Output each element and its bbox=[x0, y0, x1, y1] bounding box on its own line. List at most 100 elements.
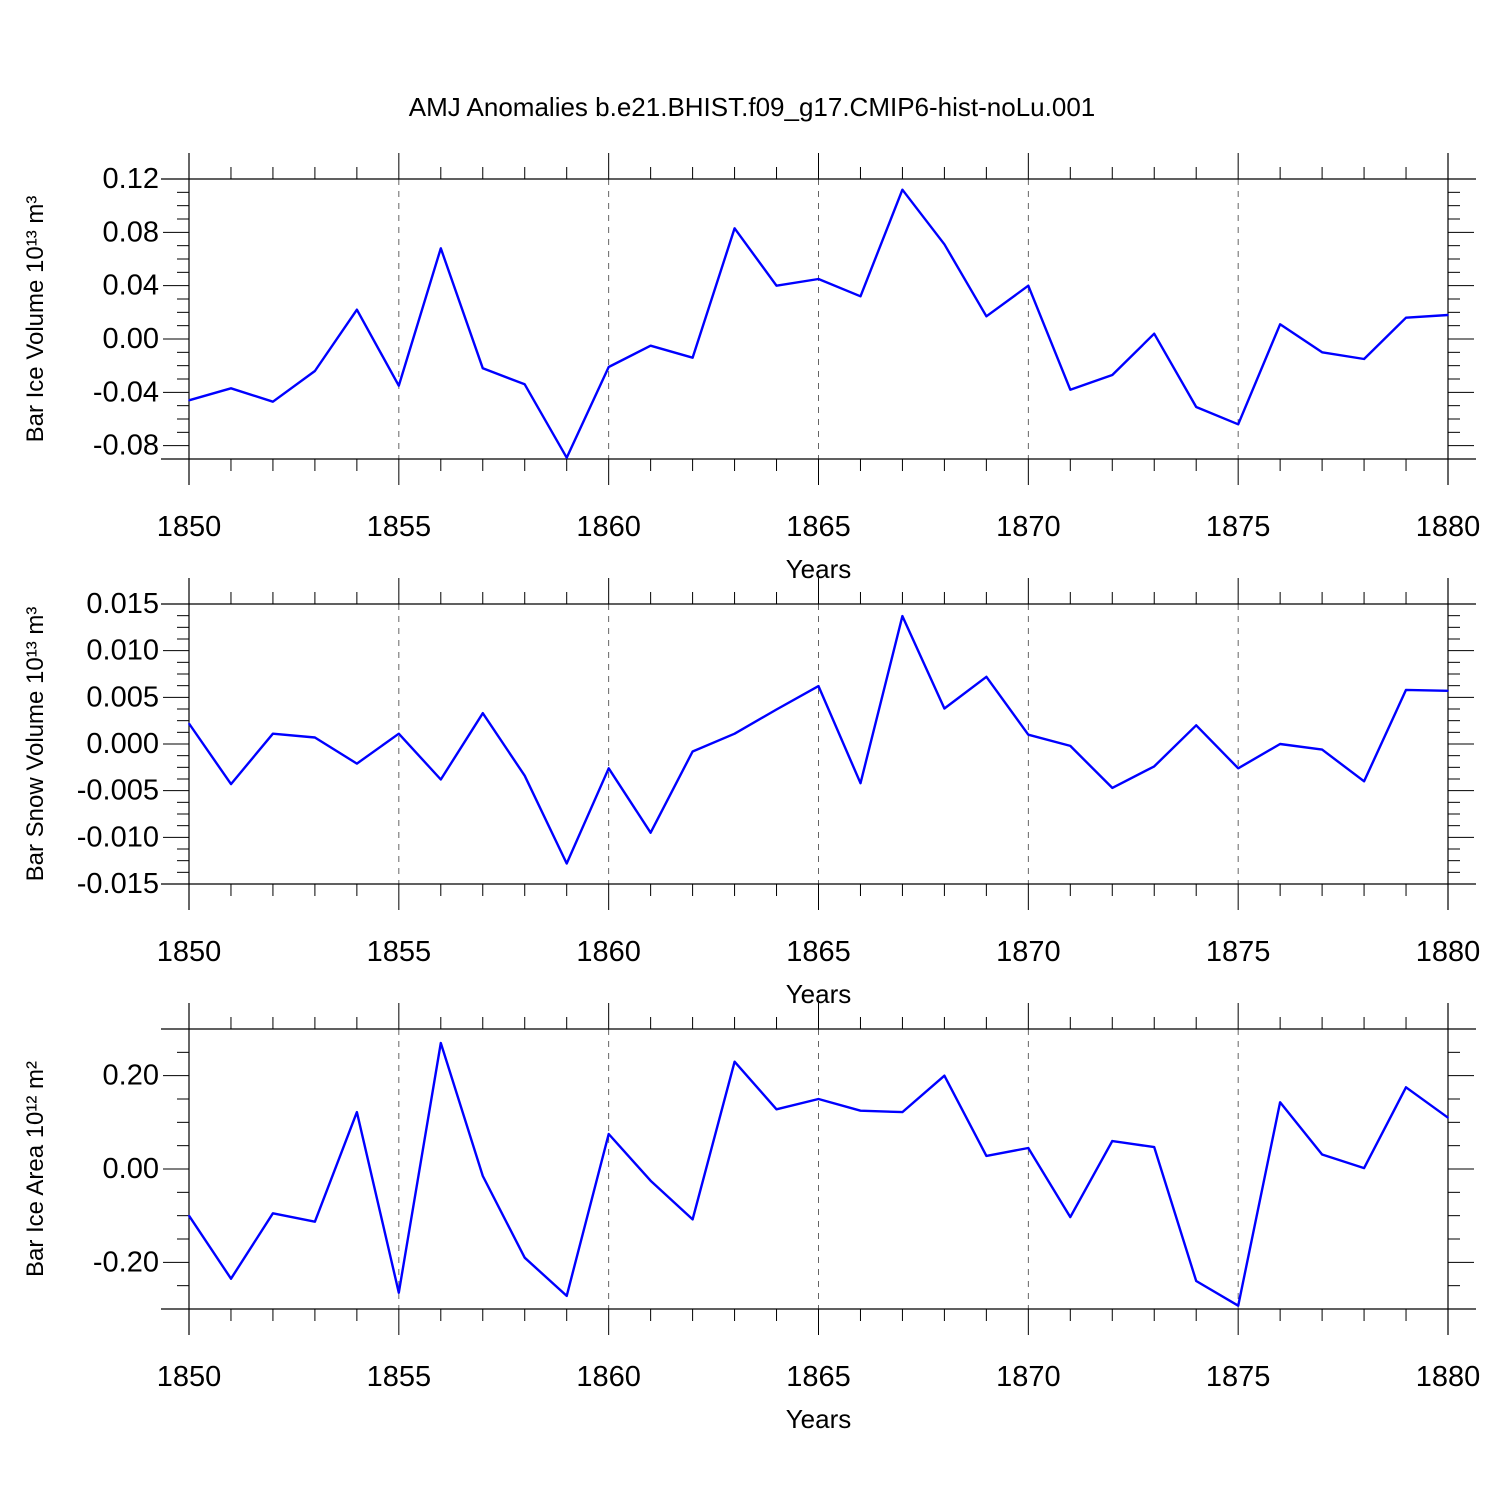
x-tick-label: 1855 bbox=[367, 936, 432, 968]
data-point bbox=[565, 1295, 568, 1297]
data-point bbox=[188, 399, 190, 402]
data-point bbox=[188, 722, 190, 725]
y-tick-label: 0.00 bbox=[103, 323, 159, 355]
data-point bbox=[1237, 423, 1239, 426]
chart-panel-1: 1850 1855 1860 1865 1870 1875 1880 -0.08 -0.04 0.… bbox=[22, 153, 1480, 584]
x-tick-label: 1875 bbox=[1206, 511, 1271, 543]
data-point bbox=[314, 1220, 316, 1223]
data-point bbox=[1195, 406, 1197, 408]
x-tick-label: 1865 bbox=[786, 936, 851, 968]
data-point bbox=[230, 387, 232, 390]
data-point bbox=[1363, 780, 1365, 783]
y-tick-label: -0.08 bbox=[93, 430, 159, 462]
x-tick-label: 1880 bbox=[1416, 936, 1481, 968]
data-point bbox=[398, 732, 400, 735]
data-point bbox=[1321, 1153, 1323, 1156]
data-point bbox=[943, 1074, 946, 1077]
data-point bbox=[733, 1060, 736, 1063]
y-tick-label: -0.010 bbox=[77, 821, 159, 853]
data-point bbox=[817, 685, 820, 687]
y-tick-label: 0.010 bbox=[86, 635, 159, 667]
y-axis-label: Bar Ice Area 10¹² m² bbox=[22, 1061, 49, 1277]
x-tick-label: 1880 bbox=[1416, 511, 1481, 543]
data-point bbox=[901, 188, 904, 191]
data-point bbox=[314, 370, 316, 372]
x-tick-label: 1865 bbox=[786, 1361, 851, 1393]
data-point bbox=[1111, 374, 1114, 376]
data-point bbox=[1405, 689, 1407, 691]
data-point bbox=[230, 783, 232, 785]
data-point bbox=[356, 308, 358, 311]
data-point bbox=[523, 1256, 526, 1259]
data-point bbox=[1111, 1140, 1114, 1142]
chart-panel-2: 1850 1855 1860 1865 1870 1875 1880 -0.015 -0.010… bbox=[22, 578, 1480, 1009]
data-point bbox=[775, 1108, 778, 1111]
data-point bbox=[1069, 745, 1072, 747]
data-point bbox=[272, 1212, 274, 1215]
data-point bbox=[1069, 388, 1072, 391]
x-tick-label: 1860 bbox=[576, 511, 641, 543]
data-point bbox=[1363, 358, 1365, 360]
data-point bbox=[1153, 765, 1156, 768]
data-point bbox=[440, 247, 442, 250]
data-point bbox=[1321, 748, 1323, 751]
y-tick-label: 0.000 bbox=[86, 728, 159, 760]
x-tick-label: 1850 bbox=[157, 511, 222, 543]
data-point bbox=[943, 707, 946, 710]
x-tick-label: 1855 bbox=[367, 511, 432, 543]
data-point bbox=[1447, 314, 1449, 316]
data-point bbox=[230, 1277, 232, 1280]
data-point bbox=[901, 615, 904, 617]
data-point bbox=[398, 1291, 400, 1294]
data-point bbox=[775, 708, 778, 711]
data-point bbox=[1363, 1167, 1365, 1169]
data-point bbox=[523, 774, 526, 777]
data-point bbox=[691, 356, 694, 359]
data-point bbox=[565, 456, 568, 459]
data-point bbox=[607, 767, 610, 770]
data-point bbox=[1447, 1116, 1449, 1119]
y-tick-label: 0.015 bbox=[86, 588, 159, 620]
data-point bbox=[817, 278, 820, 280]
data-point bbox=[1069, 1216, 1072, 1218]
data-point bbox=[859, 295, 862, 298]
x-tick-label: 1850 bbox=[157, 1361, 222, 1393]
data-point bbox=[691, 1218, 694, 1221]
x-tick-label: 1880 bbox=[1416, 1361, 1481, 1393]
y-tick-label: -0.005 bbox=[77, 775, 159, 807]
data-point bbox=[985, 315, 988, 318]
data-point bbox=[943, 243, 946, 246]
data-point bbox=[440, 1042, 442, 1044]
data-point bbox=[775, 284, 778, 287]
data-point bbox=[1111, 787, 1114, 789]
data-point bbox=[523, 383, 526, 386]
data-point bbox=[1447, 690, 1449, 692]
y-tick-label: 0.00 bbox=[103, 1153, 159, 1185]
y-tick-label: -0.015 bbox=[77, 868, 159, 900]
data-point bbox=[607, 1133, 610, 1135]
y-tick-label: 0.12 bbox=[103, 163, 159, 195]
data-point bbox=[1279, 323, 1281, 326]
data-point bbox=[272, 400, 274, 403]
data-point bbox=[356, 762, 358, 765]
data-point bbox=[1279, 743, 1281, 745]
data-point bbox=[733, 732, 736, 735]
data-point bbox=[1195, 724, 1197, 727]
data-point bbox=[1237, 767, 1239, 770]
x-tick-label: 1870 bbox=[996, 1361, 1061, 1393]
data-point bbox=[565, 862, 568, 865]
data-point bbox=[1405, 1086, 1407, 1089]
data-point bbox=[691, 750, 694, 753]
data-point bbox=[356, 1111, 358, 1113]
data-point bbox=[1027, 1147, 1030, 1149]
y-axis-label: Bar Snow Volume 10¹³ m³ bbox=[22, 607, 49, 882]
data-point bbox=[733, 227, 736, 230]
data-point bbox=[481, 367, 484, 370]
y-tick-label: 0.005 bbox=[86, 681, 159, 713]
data-point bbox=[649, 831, 652, 834]
x-tick-label: 1875 bbox=[1206, 1361, 1271, 1393]
y-tick-label: 0.08 bbox=[103, 216, 159, 248]
data-point bbox=[481, 1175, 484, 1177]
x-tick-label: 1855 bbox=[367, 1361, 432, 1393]
